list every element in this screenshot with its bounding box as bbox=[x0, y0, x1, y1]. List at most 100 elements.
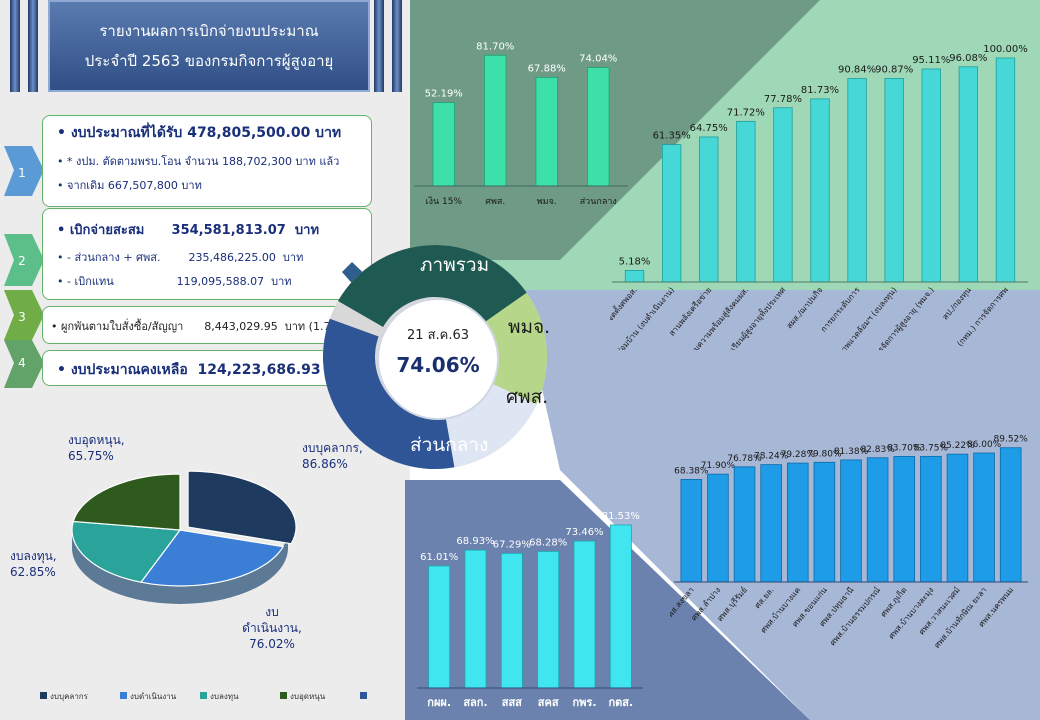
bar-12 bbox=[999, 447, 1022, 583]
segment-central bbox=[323, 318, 455, 469]
pie-slice-outline-3 bbox=[73, 474, 180, 530]
value-label-2: 76.78% bbox=[727, 454, 762, 464]
legend-swatch-4 bbox=[360, 692, 367, 699]
bar-8 bbox=[921, 68, 941, 283]
pie-slice-1 bbox=[139, 529, 285, 587]
value-label-2: 67.88% bbox=[528, 63, 566, 74]
center-value: 74.06% bbox=[396, 353, 480, 377]
bar-3 bbox=[736, 120, 756, 283]
bar-5 bbox=[810, 98, 830, 283]
pie-slice-outline-0 bbox=[188, 471, 296, 544]
pie-slice-3 bbox=[72, 473, 181, 531]
center-circle: 21 ส.ค.63 74.06% bbox=[377, 298, 499, 420]
bar-chart-divisions: 61.01% กผผ. 68.93% สลก. 67.29% สสส 68.28% สคส 73… bbox=[417, 511, 643, 709]
category-label-0: เงิน 15% bbox=[426, 196, 463, 207]
bar-4 bbox=[786, 462, 809, 583]
pie-chart-budget-types: งบบุคลากร, 86.86% งบดำเนินงาน, 76.02% งบลงทุ… bbox=[10, 433, 367, 701]
category-label-2: สสส bbox=[502, 696, 522, 709]
bar-5 bbox=[813, 461, 836, 583]
pie-label-1: งบดำเนินงาน, 76.02% bbox=[242, 605, 302, 651]
bar-4 bbox=[773, 107, 793, 283]
value-label-1: 68.93% bbox=[456, 536, 494, 547]
step-number-1: 1 bbox=[18, 166, 26, 180]
value-label-5: 81.53% bbox=[602, 511, 640, 522]
value-label-9: 83.75% bbox=[914, 443, 949, 453]
value-label-4: 79.28% bbox=[781, 450, 816, 460]
category-label-1: สลก. bbox=[463, 696, 487, 709]
step-number-4: 4 bbox=[18, 356, 26, 370]
title-pillar-right-2 bbox=[392, 0, 402, 92]
category-label-4: กพร. bbox=[573, 696, 597, 709]
category-label-0: กผผ. bbox=[427, 696, 451, 709]
bar-2 bbox=[500, 553, 523, 689]
pie-slice-0 bbox=[187, 470, 297, 545]
bar-10 bbox=[946, 453, 969, 583]
title-pillar-left-2 bbox=[28, 0, 38, 92]
title-box: รายงานผลการเบิกจ่ายงบประมาณ ประจำปี 2563… bbox=[48, 0, 370, 92]
title-line-2: ประจำปี 2563 ของกรมกิจการผู้สูงอายุ bbox=[84, 52, 334, 70]
disbursed-proxy-text: • - เบิกแทน 119,095,588.07 บาท bbox=[57, 275, 292, 288]
bar-3 bbox=[587, 67, 610, 187]
value-label-8: 95.11% bbox=[912, 55, 950, 66]
legend-swatch-3 bbox=[280, 692, 287, 699]
value-label-0: 52.19% bbox=[425, 88, 463, 99]
category-label-3: ส่วนกลาง bbox=[580, 197, 617, 207]
legend-label-1: งบดำเนินงาน bbox=[130, 692, 177, 701]
segment-label-overall: ภาพรวม bbox=[420, 254, 490, 276]
legend-label-2: งบลงทุน bbox=[210, 692, 239, 701]
bar-4 bbox=[573, 540, 596, 689]
bar-10 bbox=[995, 57, 1016, 283]
budget-cut-note: • * งปม. ตัดตามพรบ.โอน จำนวน 188,702,300… bbox=[57, 155, 340, 168]
category-label-3: ศส.ยล. bbox=[753, 586, 776, 611]
legend-swatch-0 bbox=[40, 692, 47, 699]
bar-1 bbox=[464, 549, 487, 689]
bar-6 bbox=[847, 78, 867, 283]
value-label-3: 78.24% bbox=[754, 452, 789, 462]
bar-0 bbox=[624, 269, 645, 283]
segment-pmj bbox=[484, 292, 547, 405]
bar-0 bbox=[680, 479, 703, 583]
category-label-5: สผส./ฌาปนกิจ bbox=[785, 285, 825, 330]
value-label-5: 81.73% bbox=[801, 85, 839, 96]
legend-label-0: งบบุคลากร bbox=[50, 692, 89, 701]
budget-received-text: • งบประมาณที่ได้รับ 478,805,500.00 บาท bbox=[57, 125, 342, 141]
bar-chart-centers: 68.38%ศพส.สงขลา71.90%ศพส.ลำปาง76.78%ศพส.… bbox=[670, 435, 1029, 650]
category-label-6: การยกระดับการ bbox=[819, 285, 862, 334]
category-label-2: พมจ. bbox=[537, 197, 557, 207]
bar-11 bbox=[973, 452, 995, 583]
green-dark-panel-bg bbox=[410, 0, 820, 260]
step-chevron-2 bbox=[4, 234, 44, 286]
bar-6 bbox=[840, 459, 862, 583]
category-label-8: การจัดการผู้สูงอายุ (พมจ.) bbox=[870, 286, 936, 350]
category-label-4: โรงเรียนผู้สูงอายุทั้งประเทศ bbox=[719, 284, 788, 350]
bar-2 bbox=[699, 136, 719, 283]
value-label-10: 100.00% bbox=[983, 44, 1028, 55]
budget-original-note: • จากเดิม 667,507,800 บาท bbox=[57, 179, 202, 192]
bar-0 bbox=[432, 102, 455, 187]
value-label-10: 85.22% bbox=[940, 441, 975, 451]
value-label-2: 64.75% bbox=[690, 123, 728, 134]
bar-1 bbox=[707, 473, 729, 583]
bar-chart-categories: 52.19% เงิน 15% 81.70% ศพส. 67.88% พมจ. 74.04%… bbox=[414, 41, 628, 207]
value-label-4: 77.78% bbox=[764, 94, 802, 105]
value-label-1: 71.90% bbox=[701, 461, 736, 471]
bar-9 bbox=[958, 66, 979, 283]
value-label-7: 82.83% bbox=[860, 445, 895, 455]
segment-overall bbox=[338, 244, 527, 327]
bar-2 bbox=[733, 466, 756, 583]
value-label-2: 67.29% bbox=[493, 539, 531, 550]
legend-swatch-2 bbox=[200, 692, 207, 699]
bar-7 bbox=[866, 457, 889, 583]
category-label-7: ศพส.บ้านธรรมปกรณ์ bbox=[827, 584, 882, 647]
info-box-committed: • ผูกพันตามใบสั่งซื้อ/สัญญา 8,443,029.95… bbox=[42, 306, 368, 344]
info-box-disbursed: • เบิกจ่ายสะสม 354,581,813.07 บาท • - ส่… bbox=[42, 208, 372, 300]
legend-swatch-1 bbox=[120, 692, 127, 699]
center-date: 21 ส.ค.63 bbox=[406, 328, 470, 343]
bar-3 bbox=[537, 551, 560, 689]
bar-1 bbox=[484, 54, 507, 187]
segment-label-central: ส่วนกลาง bbox=[410, 434, 489, 456]
pie-depth bbox=[72, 530, 288, 604]
segment-label-spl: ศพส. bbox=[506, 386, 549, 408]
value-label-12: 89.52% bbox=[994, 435, 1029, 445]
category-label-5: กตส. bbox=[608, 696, 633, 709]
